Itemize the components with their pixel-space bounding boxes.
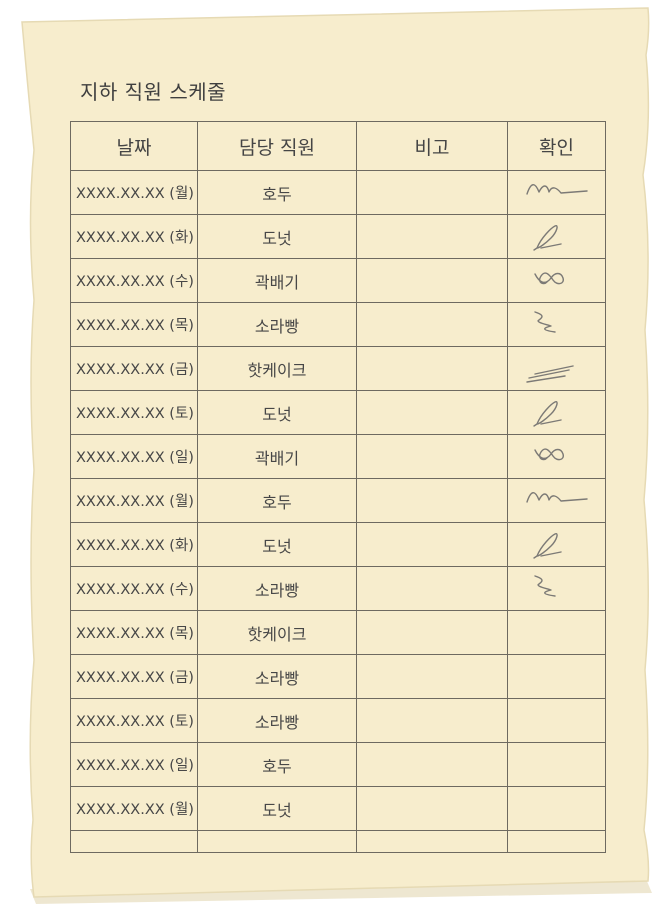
staff-cell: 소라빵 bbox=[197, 302, 357, 347]
date-cell: XXXX.XX.XX (금) bbox=[70, 654, 198, 699]
empty-cell bbox=[70, 830, 198, 853]
signature-zigzag-mark bbox=[533, 310, 556, 333]
signature-wave-mark bbox=[525, 183, 588, 195]
table-row: XXXX.XX.XX (토) 소라빵 bbox=[70, 698, 606, 743]
column-header-note: 비고 bbox=[356, 121, 508, 171]
note-cell bbox=[356, 434, 508, 479]
signature-knot-mark bbox=[533, 447, 564, 460]
note-cell bbox=[356, 522, 508, 567]
staff-cell: 도넛 bbox=[197, 786, 357, 831]
note-cell bbox=[356, 170, 508, 215]
note-cell bbox=[356, 258, 508, 303]
empty-row bbox=[70, 830, 606, 853]
table-row: XXXX.XX.XX (월) 호두 bbox=[70, 170, 606, 215]
signature-knot-mark bbox=[533, 271, 564, 284]
signature-loop-mark bbox=[532, 400, 562, 427]
signature-zigzag-mark bbox=[533, 574, 556, 597]
date-cell: XXXX.XX.XX (토) bbox=[70, 390, 198, 435]
table-row: XXXX.XX.XX (월) 도넛 bbox=[70, 786, 606, 831]
note-cell bbox=[356, 478, 508, 523]
column-header-date: 날짜 bbox=[70, 121, 198, 171]
schedule-table: 날짜 담당 직원 비고 확인 XXXX.XX.XX (월) 호두 XXXX.XX.X… bbox=[70, 121, 606, 853]
column-header-staff: 담당 직원 bbox=[197, 121, 357, 171]
note-cell bbox=[356, 742, 508, 787]
date-cell: XXXX.XX.XX (목) bbox=[70, 302, 198, 347]
note-cell bbox=[356, 390, 508, 435]
date-cell: XXXX.XX.XX (월) bbox=[70, 478, 198, 523]
staff-cell: 소라빵 bbox=[197, 654, 357, 699]
note-cell bbox=[356, 214, 508, 259]
staff-cell: 호두 bbox=[197, 742, 357, 787]
table-row: XXXX.XX.XX (목) 소라빵 bbox=[70, 302, 606, 347]
confirm-cell bbox=[507, 522, 606, 567]
table-row: XXXX.XX.XX (수) 곽배기 bbox=[70, 258, 606, 303]
confirm-cell bbox=[507, 610, 606, 655]
staff-cell: 호두 bbox=[197, 170, 357, 215]
table-row: XXXX.XX.XX (일) 곽배기 bbox=[70, 434, 606, 479]
table-row: XXXX.XX.XX (월) 호두 bbox=[70, 478, 606, 523]
note-cell bbox=[356, 610, 508, 655]
table-row: XXXX.XX.XX (화) 도넛 bbox=[70, 522, 606, 567]
confirm-cell bbox=[507, 258, 606, 303]
empty-cell bbox=[356, 830, 508, 853]
note-cell bbox=[356, 698, 508, 743]
confirm-cell bbox=[507, 478, 606, 523]
date-cell: XXXX.XX.XX (화) bbox=[70, 522, 198, 567]
staff-cell: 도넛 bbox=[197, 390, 357, 435]
date-cell: XXXX.XX.XX (일) bbox=[70, 434, 198, 479]
note-cell bbox=[356, 302, 508, 347]
table-row: XXXX.XX.XX (금) 소라빵 bbox=[70, 654, 606, 699]
table-row: XXXX.XX.XX (일) 호두 bbox=[70, 742, 606, 787]
confirm-cell bbox=[507, 742, 606, 787]
date-cell: XXXX.XX.XX (토) bbox=[70, 698, 198, 743]
signature-wave-mark bbox=[525, 491, 588, 503]
date-cell: XXXX.XX.XX (월) bbox=[70, 786, 198, 831]
staff-cell: 소라빵 bbox=[197, 566, 357, 611]
signature-loop-mark bbox=[532, 532, 562, 559]
staff-cell: 도넛 bbox=[197, 522, 357, 567]
date-cell: XXXX.XX.XX (수) bbox=[70, 566, 198, 611]
confirm-cell bbox=[507, 302, 606, 347]
empty-cell bbox=[507, 830, 606, 853]
date-cell: XXXX.XX.XX (화) bbox=[70, 214, 198, 259]
note-cell bbox=[356, 654, 508, 699]
staff-cell: 소라빵 bbox=[197, 698, 357, 743]
signature-lines-mark bbox=[525, 364, 574, 383]
table-row: XXXX.XX.XX (토) 도넛 bbox=[70, 390, 606, 435]
staff-cell: 호두 bbox=[197, 478, 357, 523]
confirm-cell bbox=[507, 214, 606, 259]
confirm-cell bbox=[507, 170, 606, 215]
confirm-cell bbox=[507, 434, 606, 479]
confirm-cell bbox=[507, 654, 606, 699]
empty-cell bbox=[197, 830, 357, 853]
signature-loop-mark bbox=[532, 224, 562, 251]
date-cell: XXXX.XX.XX (목) bbox=[70, 610, 198, 655]
confirm-cell bbox=[507, 698, 606, 743]
confirm-cell bbox=[507, 390, 606, 435]
confirm-cell bbox=[507, 346, 606, 391]
schedule-rows: XXXX.XX.XX (월) 호두 XXXX.XX.XX (화) 도넛 XXXX.XX.… bbox=[70, 170, 606, 853]
note-cell bbox=[356, 566, 508, 611]
staff-cell: 곽배기 bbox=[197, 434, 357, 479]
note-cell bbox=[356, 346, 508, 391]
date-cell: XXXX.XX.XX (수) bbox=[70, 258, 198, 303]
table-row: XXXX.XX.XX (목) 핫케이크 bbox=[70, 610, 606, 655]
staff-cell: 곽배기 bbox=[197, 258, 357, 303]
header-row: 날짜 담당 직원 비고 확인 bbox=[70, 121, 606, 171]
date-cell: XXXX.XX.XX (일) bbox=[70, 742, 198, 787]
table-row: XXXX.XX.XX (화) 도넛 bbox=[70, 214, 606, 259]
confirm-cell bbox=[507, 786, 606, 831]
page-title: 지하 직원 스케줄 bbox=[80, 80, 227, 104]
confirm-cell bbox=[507, 566, 606, 611]
staff-cell: 도넛 bbox=[197, 214, 357, 259]
staff-cell: 핫케이크 bbox=[197, 346, 357, 391]
date-cell: XXXX.XX.XX (월) bbox=[70, 170, 198, 215]
column-header-confirm: 확인 bbox=[507, 121, 606, 171]
note-cell bbox=[356, 786, 508, 831]
staff-cell: 핫케이크 bbox=[197, 610, 357, 655]
table-row: XXXX.XX.XX (수) 소라빵 bbox=[70, 566, 606, 611]
date-cell: XXXX.XX.XX (금) bbox=[70, 346, 198, 391]
table-row: XXXX.XX.XX (금) 핫케이크 bbox=[70, 346, 606, 391]
